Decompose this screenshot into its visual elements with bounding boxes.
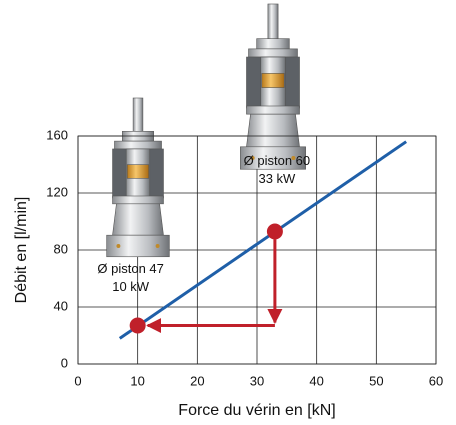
- x-tick-label: 60: [429, 373, 443, 388]
- piston-base: [246, 114, 299, 147]
- annotation: Ø piston 47: [97, 261, 164, 276]
- x-tick-label: 10: [130, 373, 144, 388]
- piston-collar: [249, 49, 298, 57]
- y-tick-label: 80: [54, 241, 68, 256]
- piston-bolt: [116, 244, 120, 248]
- operating-point: [130, 318, 146, 334]
- chart: Force du vérin en [kN] Débit en [l/min] …: [0, 0, 456, 425]
- y-tick-label: 160: [46, 127, 68, 142]
- piston-spring: [127, 165, 149, 179]
- y-axis-title: Débit en [l/min]: [13, 197, 30, 304]
- piston-illustration: [107, 98, 170, 257]
- piston-rod: [133, 98, 143, 135]
- piston-base: [113, 204, 164, 235]
- piston-bolt: [156, 244, 160, 248]
- piston-spring: [262, 73, 284, 87]
- annotation: 33 kW: [258, 171, 296, 186]
- piston-ring: [246, 106, 299, 114]
- piston-collar: [114, 141, 161, 149]
- piston-cap: [257, 39, 290, 49]
- piston-illustration: [240, 4, 305, 169]
- x-tick-label: 20: [190, 373, 204, 388]
- x-tick-label: 40: [309, 373, 323, 388]
- piston-flange: [107, 235, 170, 257]
- piston-rod: [268, 4, 278, 43]
- y-tick-label: 40: [54, 298, 68, 313]
- x-tick-label: 30: [250, 373, 264, 388]
- x-axis-title: Force du vérin en [kN]: [178, 402, 335, 419]
- x-tick-label: 50: [369, 373, 383, 388]
- piston-ring: [113, 196, 164, 204]
- y-tick-label: 0: [61, 355, 68, 370]
- y-tick-label: 120: [46, 184, 68, 199]
- x-tick-label: 0: [74, 373, 81, 388]
- annotation: Ø piston 60: [244, 153, 311, 168]
- operating-point: [267, 223, 283, 239]
- annotation: 10 kW: [112, 279, 150, 294]
